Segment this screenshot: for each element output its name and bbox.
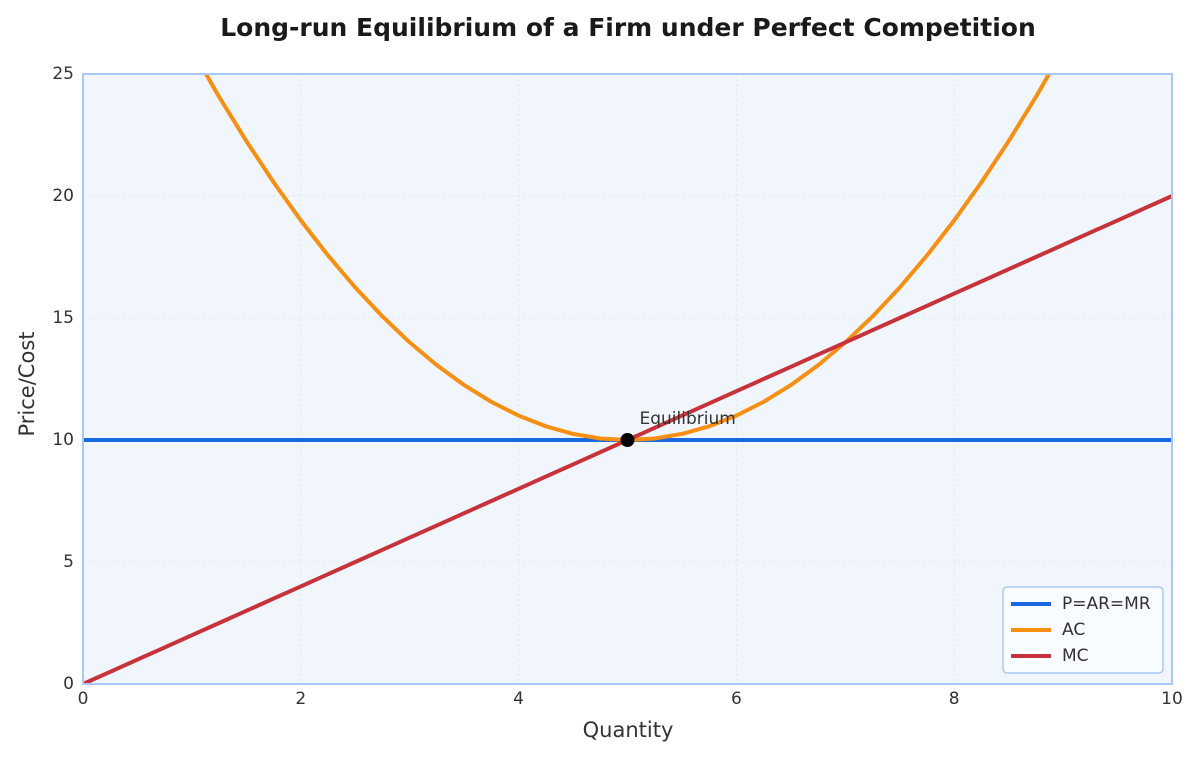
annotation-point	[620, 433, 635, 447]
legend-box	[1002, 586, 1164, 674]
x-tick-label: 4	[513, 689, 524, 709]
y-tick-label: 5	[63, 552, 74, 572]
y-tick-label: 25	[52, 64, 74, 84]
y-tick-label: 20	[52, 186, 74, 206]
x-tick-label: 6	[731, 689, 742, 709]
y-tick-label: 10	[52, 430, 74, 450]
y-tick-label: 0	[63, 674, 74, 694]
chart-title: Long-run Equilibrium of a Firm under Per…	[220, 13, 1036, 42]
x-tick-label: 8	[949, 689, 960, 709]
legend-label: AC	[1062, 620, 1085, 640]
x-tick-label: 0	[78, 689, 89, 709]
x-tick-label: 10	[1161, 689, 1183, 709]
legend-label: MC	[1062, 646, 1089, 666]
x-tick-label: 2	[295, 689, 306, 709]
annotation-text: Equilibrium	[640, 409, 736, 429]
overlay: 0 5 10 15 20 25 0 2 4 6 8 10 Equilibrium P=AR=MR AC MC	[52, 64, 1182, 709]
legend-label: P=AR=MR	[1062, 594, 1151, 614]
plot-border	[82, 73, 1173, 685]
plot-area	[83, 74, 1172, 684]
y-tick-label: 15	[52, 308, 74, 328]
x-axis-label: Quantity	[583, 718, 674, 742]
y-axis-label: Price/Cost	[15, 332, 39, 437]
